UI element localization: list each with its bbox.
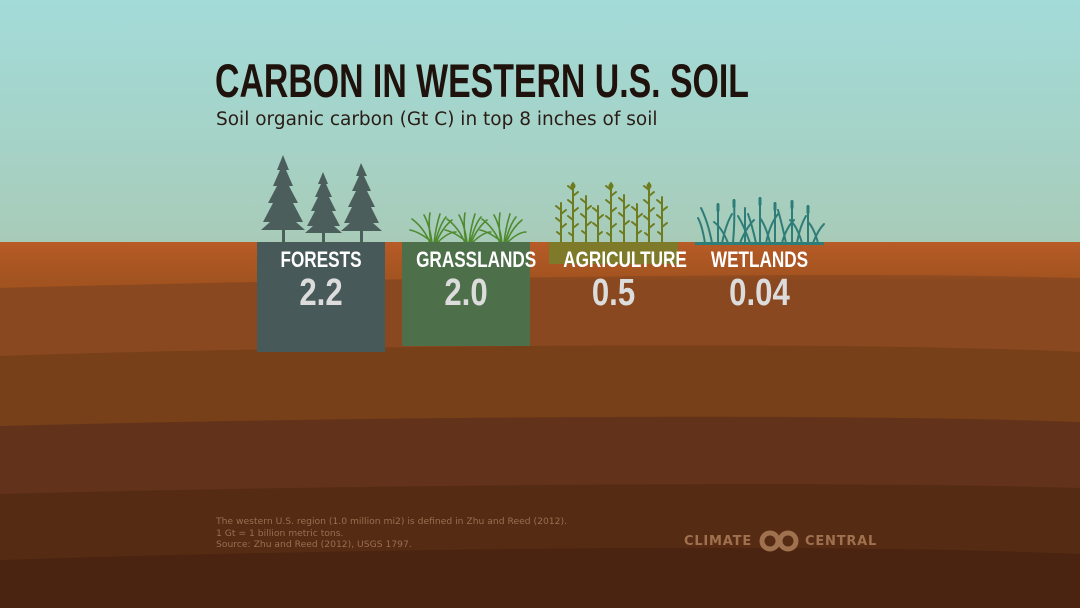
wetlands-bar bbox=[695, 242, 824, 245]
grasslands-bar: GRASSLANDS 2.0 bbox=[402, 242, 537, 346]
footnote: The western U.S. region (1.0 million mi2… bbox=[216, 516, 567, 551]
agriculture-value: 0.5 bbox=[591, 272, 636, 314]
corn-stalks-icon bbox=[555, 182, 668, 244]
logo-text-left: CLIMATE bbox=[684, 533, 752, 549]
grasslands-value: 2.0 bbox=[444, 272, 488, 314]
chart-title: CARBON IN WESTERN U.S. SOIL bbox=[215, 54, 749, 107]
footnote-source: Source: Zhu and Reed (2012), USGS 1797. bbox=[216, 539, 412, 550]
agriculture-bar bbox=[549, 242, 678, 264]
pine-trees-icon bbox=[261, 155, 382, 243]
footnote-units: 1 Gt = 1 billion metric tons. bbox=[216, 527, 344, 539]
wetlands-label: WETLANDS bbox=[710, 247, 809, 272]
wetlands-value: 0.04 bbox=[729, 272, 790, 314]
footnote-region: The western U.S. region (1.0 million mi2… bbox=[216, 516, 567, 527]
sky-background bbox=[0, 0, 1080, 243]
agriculture-text: AGRICULTURE 0.5 bbox=[549, 242, 687, 314]
forests-label: FORESTS bbox=[280, 247, 362, 272]
forests-bar: FORESTS 2.2 bbox=[257, 242, 385, 352]
reeds-icon bbox=[697, 197, 825, 244]
wetlands-text: WETLANDS 0.04 bbox=[695, 242, 824, 314]
climate-central-logo: CLIMATE CENTRAL bbox=[684, 530, 877, 552]
agriculture-label: AGRICULTURE bbox=[563, 247, 687, 272]
grass-tufts-icon bbox=[409, 212, 527, 244]
forests-value: 2.2 bbox=[299, 272, 343, 314]
chart-subtitle: Soil organic carbon (Gt C) in top 8 inch… bbox=[216, 109, 658, 130]
logo-text-right: CENTRAL bbox=[805, 533, 878, 549]
grasslands-label: GRASSLANDS bbox=[416, 247, 537, 272]
linked-rings-icon bbox=[759, 530, 799, 552]
